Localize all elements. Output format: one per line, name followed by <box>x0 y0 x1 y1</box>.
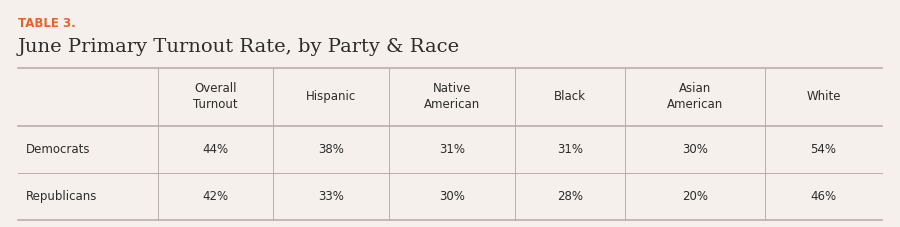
Text: Republicans: Republicans <box>26 190 97 203</box>
Text: Asian
American: Asian American <box>667 82 723 111</box>
Text: 46%: 46% <box>810 190 836 203</box>
Text: 28%: 28% <box>557 190 583 203</box>
Text: White: White <box>806 90 841 103</box>
Text: 38%: 38% <box>318 143 344 156</box>
Text: Hispanic: Hispanic <box>306 90 356 103</box>
Text: 30%: 30% <box>439 190 464 203</box>
Text: 20%: 20% <box>682 190 708 203</box>
Text: Native
American: Native American <box>424 82 480 111</box>
Text: 44%: 44% <box>202 143 229 156</box>
Text: Democrats: Democrats <box>26 143 91 156</box>
Text: Black: Black <box>554 90 586 103</box>
Text: TABLE 3.: TABLE 3. <box>18 17 76 30</box>
Text: 30%: 30% <box>682 143 707 156</box>
Text: 42%: 42% <box>202 190 229 203</box>
Text: Overall
Turnout: Overall Turnout <box>194 82 238 111</box>
Text: 31%: 31% <box>439 143 464 156</box>
Text: June Primary Turnout Rate, by Party & Race: June Primary Turnout Rate, by Party & Ra… <box>18 38 460 56</box>
Text: 54%: 54% <box>810 143 836 156</box>
Text: 31%: 31% <box>557 143 583 156</box>
Text: 33%: 33% <box>318 190 344 203</box>
